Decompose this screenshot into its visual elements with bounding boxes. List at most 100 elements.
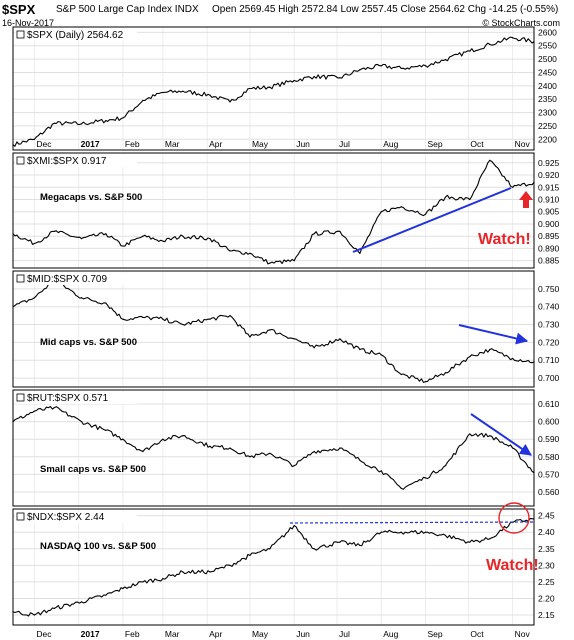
- month-axis-bottom-label: Dec: [36, 629, 52, 639]
- legend-square: [16, 393, 25, 402]
- y-tick-label: 2500: [538, 54, 557, 64]
- data-point: [293, 338, 295, 340]
- data-point: [400, 531, 402, 533]
- data-point: [269, 262, 271, 264]
- data-point: [339, 447, 341, 449]
- data-point: [469, 356, 471, 358]
- data-point: [249, 336, 251, 338]
- data-point: [209, 318, 211, 320]
- data-point: [359, 69, 361, 71]
- panel-frame: [12, 26, 535, 151]
- panel-label: Small caps vs. S&P 500: [40, 464, 146, 475]
- legend-square: [16, 512, 25, 521]
- y-tick-label: 2.15: [538, 610, 555, 620]
- data-point: [469, 541, 471, 543]
- y-tick-label: 0.600: [538, 417, 560, 427]
- data-point: [400, 487, 402, 490]
- month-axis-top-label: Aug: [383, 139, 398, 149]
- data-point: [293, 464, 295, 467]
- data-point: [105, 429, 107, 432]
- data-point: [182, 90, 184, 92]
- y-tick-label: 2.20: [538, 593, 555, 603]
- data-point: [444, 372, 447, 374]
- month-axis-top-label: Mar: [165, 139, 180, 149]
- data-point: [162, 240, 164, 242]
- ohlc-readout: Open 2569.45 High 2572.84 Low 2557.45 Cl…: [212, 4, 559, 15]
- y-tick-label: 2250: [538, 121, 557, 131]
- chart-panel-4: 0.560 0.570 0.580 0.590 0.600 0.610 $RUT:$SPX …: [12, 389, 560, 507]
- data-point: [182, 435, 184, 437]
- y-tick-label: 0.920: [538, 170, 560, 180]
- data-point: [229, 250, 231, 252]
- data-point: [489, 538, 491, 540]
- y-tick-label: 0.900: [538, 219, 560, 229]
- data-point: [424, 477, 427, 479]
- panel-label: Megacaps vs. S&P 500: [40, 192, 142, 203]
- data-point: [400, 373, 402, 376]
- resistance-line: [289, 521, 535, 524]
- panel-title-bg: [15, 29, 137, 41]
- month-axis-bottom-label: Jun: [296, 629, 310, 639]
- data-point: [444, 464, 447, 467]
- data-point: [424, 213, 427, 215]
- y-tick-label: 0.570: [538, 469, 560, 479]
- data-point: [359, 348, 361, 351]
- y-tick-label: 0.915: [538, 182, 560, 192]
- data-point: [229, 447, 231, 449]
- panel-title: $NDX:$SPX 2.44: [27, 512, 105, 523]
- data-point: [53, 122, 55, 124]
- data-point: [339, 338, 341, 340]
- data-point: [339, 77, 341, 79]
- month-axis-bottom-label: Feb: [125, 629, 140, 639]
- data-point: [424, 381, 427, 383]
- data-point: [182, 571, 184, 573]
- data-point: [209, 238, 211, 240]
- data-point: [249, 554, 251, 557]
- data-point: [142, 99, 144, 102]
- data-point: [122, 587, 124, 590]
- y-tick-label: 2350: [538, 94, 557, 104]
- chart-panel-1: 2200 2250 2300 2350 2400 2450 2500 2550 2600 $SPX…: [12, 26, 557, 151]
- watch-annotation: Watch!: [478, 231, 531, 248]
- series-line-5: [12, 518, 535, 617]
- down-arrow-icon: [458, 324, 529, 345]
- y-tick-label: 0.885: [538, 256, 560, 266]
- data-point: [229, 101, 231, 103]
- data-point: [182, 323, 184, 326]
- data-point: [359, 544, 361, 547]
- panel-title: $RUT:$SPX 0.571: [27, 393, 109, 404]
- y-tick-label: 2550: [538, 41, 557, 51]
- series-line-3: [12, 279, 535, 383]
- data-point: [489, 43, 491, 45]
- data-point: [209, 94, 211, 96]
- month-axis-top-label: Jul: [339, 139, 350, 149]
- data-point: [122, 117, 124, 119]
- data-point: [122, 438, 124, 440]
- data-point: [489, 435, 491, 437]
- y-tick-label: 2600: [538, 27, 557, 37]
- chart-panel-5: 2.15 2.20 2.25 2.30 2.35 2.40 2.45 $NDX:$SPX 2.…: [12, 508, 555, 626]
- panel-frame: [12, 508, 535, 626]
- data-point: [80, 421, 83, 423]
- data-point: [209, 445, 211, 447]
- y-tick-label: 0.905: [538, 207, 560, 217]
- y-tick-label: 0.720: [538, 337, 560, 347]
- y-tick-label: 2400: [538, 81, 557, 91]
- data-point: [380, 531, 382, 533]
- chart-symbol: $SPX: [2, 2, 36, 17]
- y-tick-label: 0.590: [538, 434, 560, 444]
- y-tick-label: 0.730: [538, 320, 560, 330]
- y-tick-label: 0.560: [538, 487, 560, 497]
- y-tick-label: 2.45: [538, 511, 555, 521]
- data-point: [80, 601, 83, 603]
- y-tick-label: 0.700: [538, 373, 560, 383]
- data-point: [380, 65, 382, 67]
- data-point: [142, 450, 144, 453]
- y-tick-label: 2450: [538, 67, 557, 77]
- data-point: [400, 67, 402, 70]
- month-axis-bottom-label: Apr: [209, 629, 222, 639]
- month-axis-bottom-label: Aug: [383, 629, 398, 639]
- y-tick-label: 2300: [538, 108, 557, 118]
- data-point: [162, 91, 164, 94]
- data-point: [142, 316, 144, 318]
